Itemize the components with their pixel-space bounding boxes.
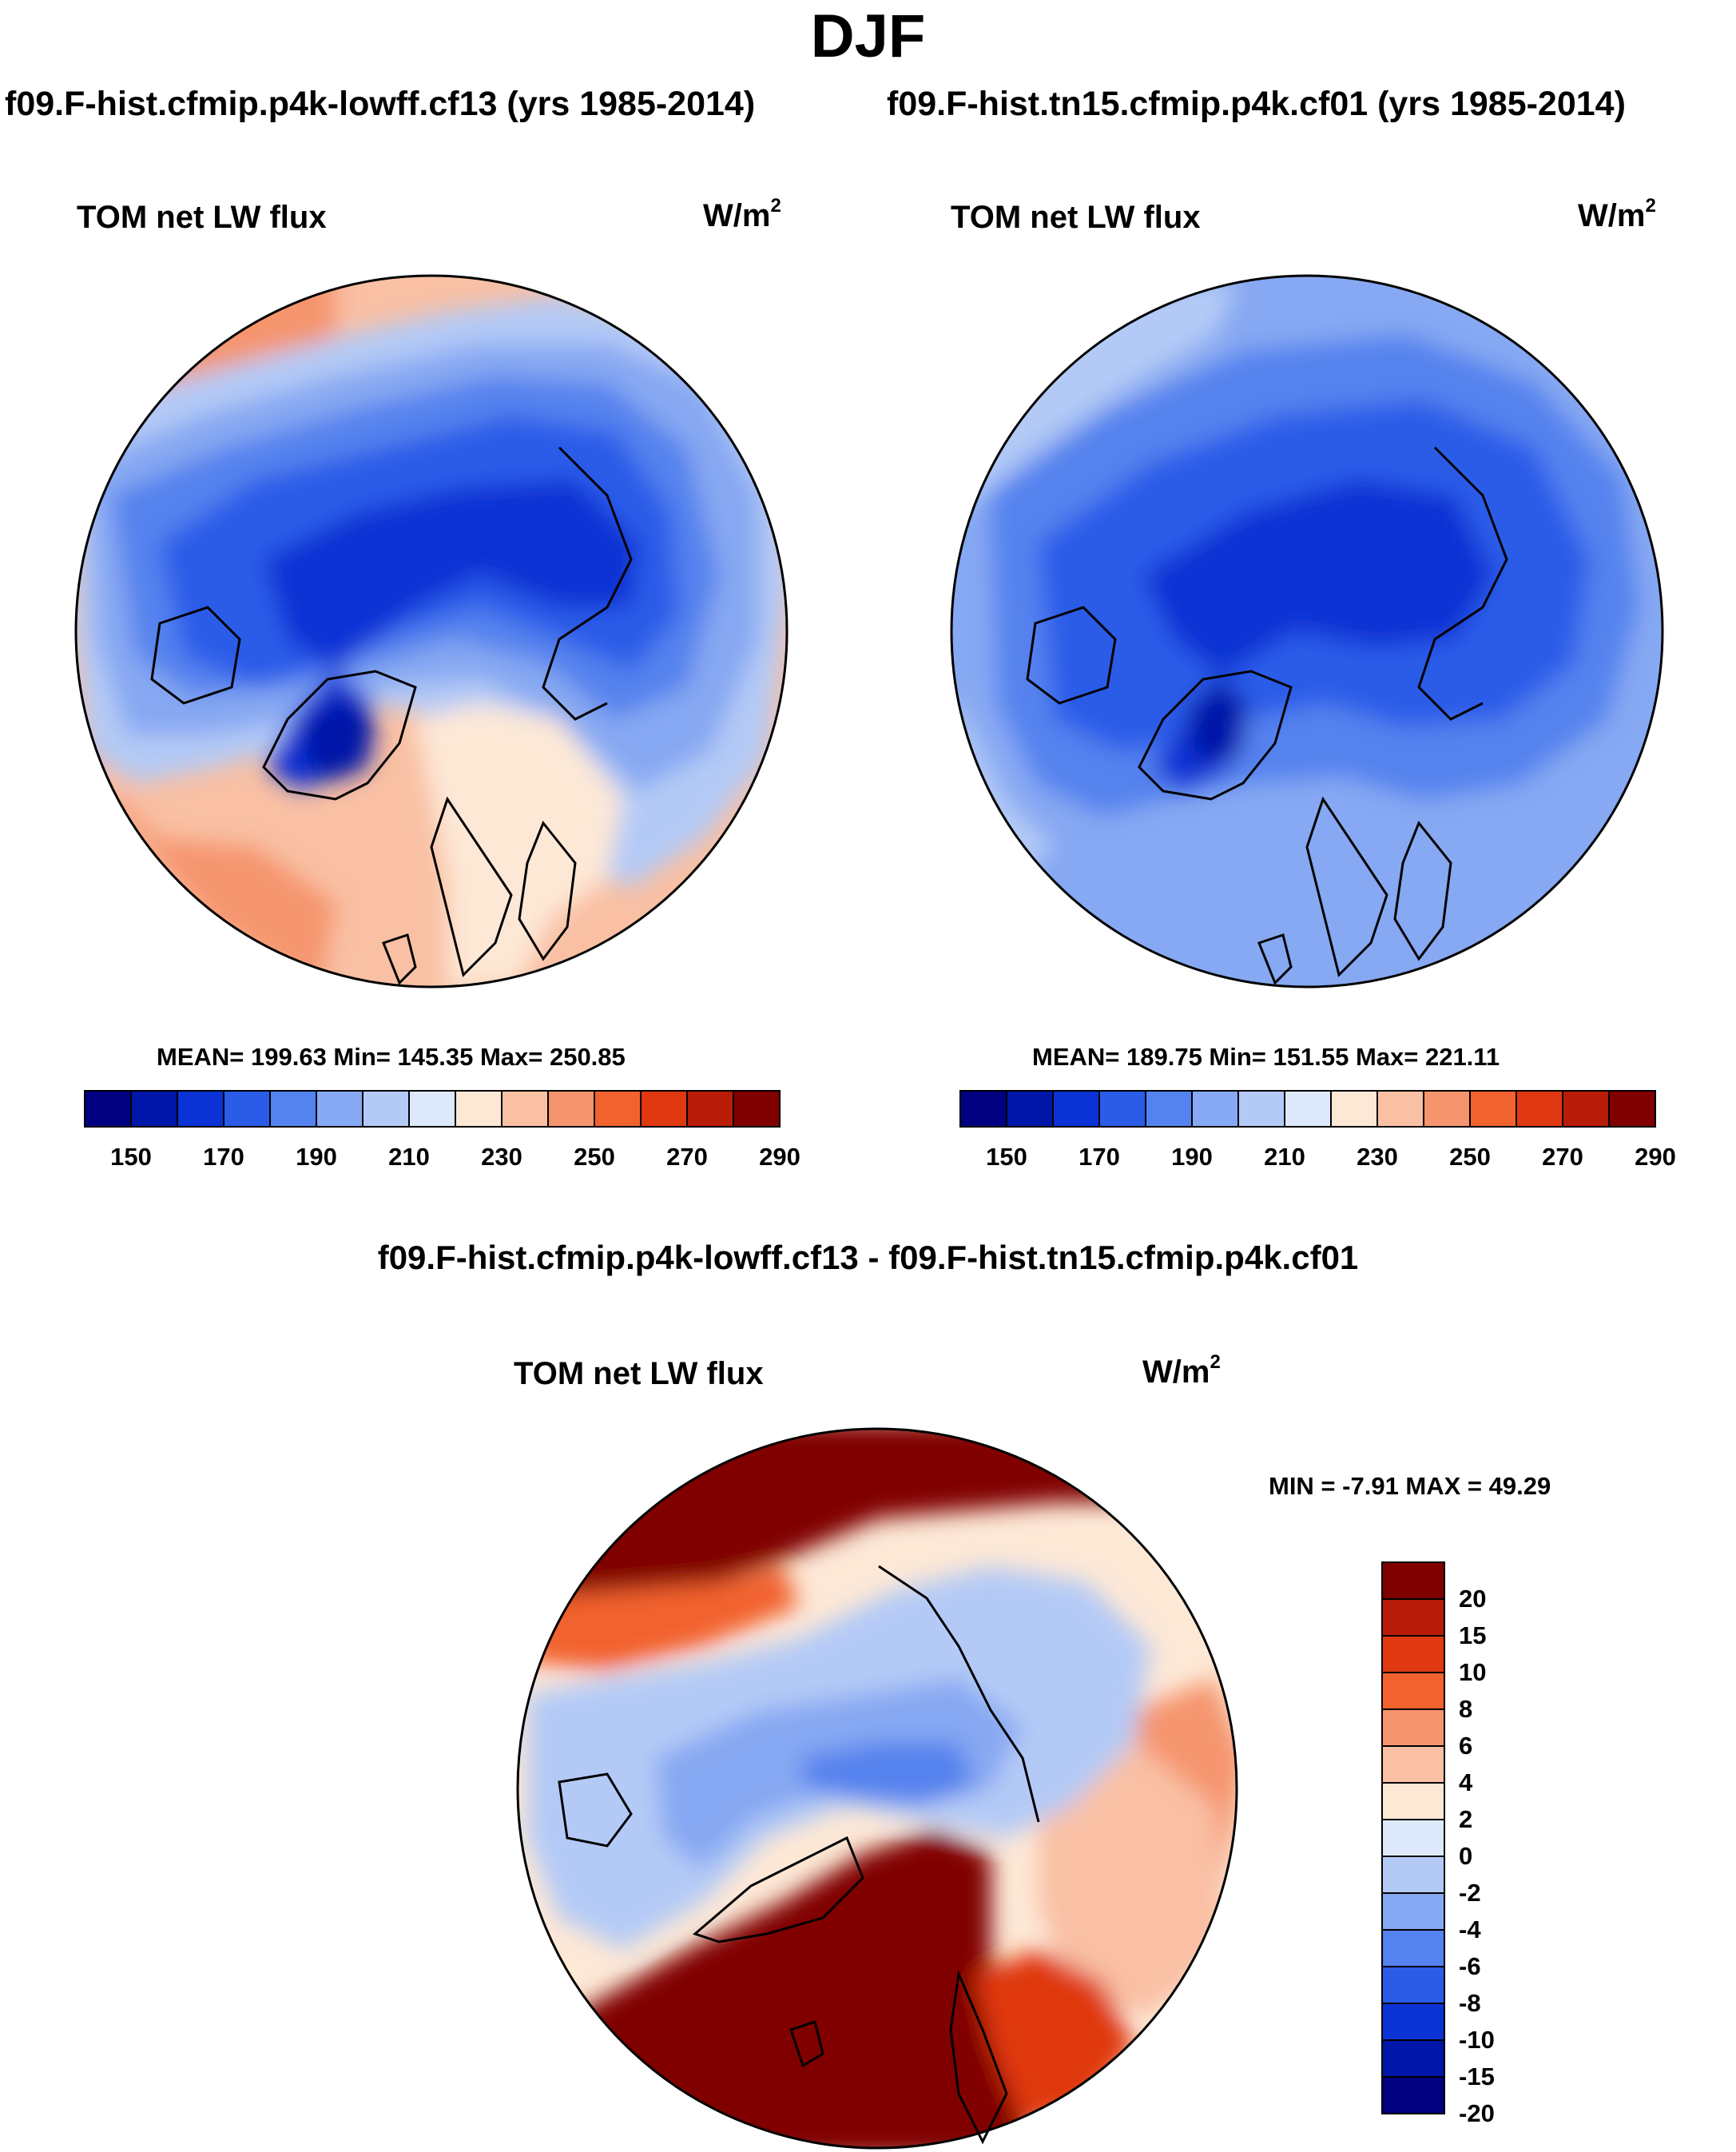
diff-colorbar-box-12: [1381, 2003, 1445, 2041]
left-colorbar-tick-label: 210: [388, 1143, 430, 1171]
left-colorbar-box-1: [130, 1090, 178, 1128]
diff-colorbar-box-2: [1381, 1635, 1445, 1673]
left-map-boundary: [74, 274, 789, 988]
diff-colorbar-box-4: [1381, 1708, 1445, 1747]
left-colorbar-box-0: [84, 1090, 132, 1128]
diff-colorbar-tick-label: 15: [1459, 1621, 1487, 1649]
left-colorbar-box-10: [547, 1090, 595, 1128]
diff-panel-stats: MIN = -7.91 MAX = 49.29: [1269, 1472, 1551, 1500]
difference-colorbar: [1381, 1561, 1445, 2114]
right-colorbar-tick-label: 230: [1357, 1143, 1398, 1171]
left-colorbar-tick-label: 170: [203, 1143, 244, 1171]
right-colorbar-box-14: [1608, 1090, 1656, 1128]
right-colorbar-box-12: [1516, 1090, 1563, 1128]
right-panel-variable-title: TOM net LW flux: [951, 200, 1201, 235]
right-colorbar-tick-label: 150: [986, 1143, 1027, 1171]
coastlines: [150, 446, 1508, 2145]
right-colorbar-box-3: [1098, 1090, 1146, 1128]
right-colorbar-tick-label: 270: [1542, 1143, 1583, 1171]
right-colorbar-box-6: [1237, 1090, 1285, 1128]
right-colorbar-box-7: [1284, 1090, 1332, 1128]
right-colorbar-tick-label: 190: [1171, 1143, 1213, 1171]
diff-colorbar-tick-label: -8: [1459, 1989, 1481, 2017]
right-colorbar-box-4: [1145, 1090, 1193, 1128]
diff-panel-variable-title: TOM net LW flux: [514, 1356, 764, 1391]
diff-colorbar-tick-label: 2: [1459, 1805, 1473, 1833]
right-colorbar-tick-label: 210: [1264, 1143, 1305, 1171]
left-colorbar-box-7: [408, 1090, 456, 1128]
left-colorbar-tick-label: 230: [481, 1143, 522, 1171]
left-colorbar-box-11: [594, 1090, 642, 1128]
diff-colorbar-box-0: [1381, 1561, 1445, 1600]
diff-colorbar-box-6: [1381, 1782, 1445, 1820]
diff-colorbar-box-1: [1381, 1598, 1445, 1637]
left-colorbar-tick-label: 150: [110, 1143, 152, 1171]
left-colorbar-tick-label: 270: [666, 1143, 708, 1171]
left-run-header: f09.F-hist.cfmip.p4k-lowff.cf13 (yrs 198…: [5, 85, 756, 123]
right-colorbar-box-9: [1376, 1090, 1424, 1128]
diff-colorbar-tick-label: 10: [1459, 1658, 1487, 1686]
diff-colorbar-tick-label: 8: [1459, 1695, 1473, 1723]
diff-colorbar-box-9: [1381, 1892, 1445, 1931]
left-colorbar-tick-label: 190: [296, 1143, 337, 1171]
figure-title: DJF: [810, 2, 926, 70]
left-colorbar: [84, 1090, 781, 1128]
right-map-boundary: [950, 274, 1664, 988]
right-panel-stats: MEAN= 189.75 Min= 151.55 Max= 221.11: [1032, 1043, 1500, 1071]
right-colorbar: [959, 1090, 1656, 1128]
left-colorbar-tick-label: 250: [574, 1143, 615, 1171]
right-colorbar-box-8: [1330, 1090, 1378, 1128]
diff-colorbar-box-7: [1381, 1819, 1445, 1857]
difference-map-boundary: [516, 1427, 1238, 2150]
diff-colorbar-tick-label: 0: [1459, 1842, 1473, 1870]
diff-colorbar-tick-label: -15: [1459, 2062, 1495, 2090]
diff-colorbar-box-10: [1381, 1929, 1445, 1967]
left-colorbar-box-9: [501, 1090, 549, 1128]
difference-title: f09.F-hist.cfmip.p4k-lowff.cf13 - f09.F-…: [377, 1239, 1359, 1276]
left-colorbar-box-12: [640, 1090, 688, 1128]
diff-colorbar-tick-label: 6: [1459, 1732, 1473, 1760]
right-colorbar-box-13: [1562, 1090, 1610, 1128]
right-colorbar-tick-label: 250: [1449, 1143, 1491, 1171]
right-colorbar-box-5: [1191, 1090, 1239, 1128]
diff-colorbar-tick-label: -4: [1459, 1915, 1481, 1943]
diff-colorbar-tick-label: -6: [1459, 1952, 1481, 1980]
left-polar-map: [76, 276, 787, 987]
left-colorbar-box-13: [686, 1090, 734, 1128]
diff-panel-units: W/m2: [1142, 1351, 1221, 1390]
diff-colorbar-tick-label: -20: [1459, 2099, 1495, 2127]
right-colorbar-box-11: [1469, 1090, 1517, 1128]
diff-colorbar-tick-label: -10: [1459, 2026, 1495, 2054]
right-colorbar-box-10: [1423, 1090, 1471, 1128]
right-run-header: f09.F-hist.tn15.cfmip.p4k.cf01 (yrs 1985…: [887, 85, 1626, 123]
diff-colorbar-tick-label: 20: [1459, 1585, 1487, 1613]
left-panel-stats: MEAN= 199.63 Min= 145.35 Max= 250.85: [157, 1043, 626, 1071]
left-colorbar-box-8: [455, 1090, 503, 1128]
left-colorbar-box-2: [177, 1090, 224, 1128]
diff-colorbar-box-14: [1381, 2076, 1445, 2114]
left-colorbar-box-3: [223, 1090, 271, 1128]
diff-colorbar-box-13: [1381, 2039, 1445, 2078]
diff-colorbar-box-8: [1381, 1856, 1445, 1894]
left-panel-units: W/m2: [703, 195, 781, 233]
left-panel-variable-title: TOM net LW flux: [77, 200, 327, 235]
right-panel-units: W/m2: [1578, 195, 1656, 233]
diff-colorbar-box-11: [1381, 1966, 1445, 2004]
left-colorbar-box-6: [362, 1090, 410, 1128]
diff-colorbar-box-3: [1381, 1672, 1445, 1710]
right-polar-map: [951, 276, 1663, 987]
right-colorbar-box-0: [959, 1090, 1007, 1128]
left-colorbar-box-4: [269, 1090, 317, 1128]
left-colorbar-tick-label: 290: [759, 1143, 800, 1171]
left-colorbar-box-5: [316, 1090, 363, 1128]
right-colorbar-tick-label: 170: [1079, 1143, 1120, 1171]
diff-colorbar-tick-label: 4: [1459, 1768, 1473, 1796]
diff-colorbar-tick-label: -2: [1459, 1879, 1481, 1907]
diff-colorbar-box-5: [1381, 1745, 1445, 1784]
left-colorbar-box-14: [733, 1090, 781, 1128]
right-colorbar-box-2: [1052, 1090, 1100, 1128]
right-colorbar-box-1: [1006, 1090, 1054, 1128]
right-colorbar-tick-label: 290: [1635, 1143, 1676, 1171]
